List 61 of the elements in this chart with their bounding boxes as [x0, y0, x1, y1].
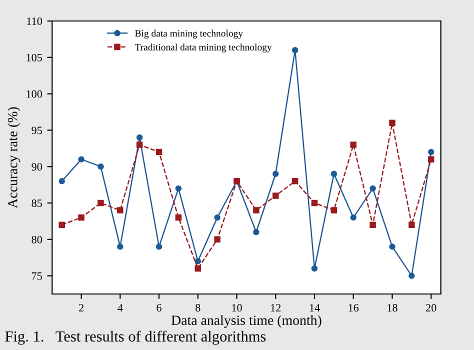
point: [428, 148, 434, 156]
point: [292, 178, 298, 184]
point: [330, 170, 338, 178]
x-tick-label: 8: [196, 304, 200, 312]
point: [389, 244, 396, 250]
point: [370, 222, 376, 228]
point: [311, 265, 318, 272]
x-tick-label: 10: [232, 304, 242, 312]
point: [292, 46, 298, 54]
point: [194, 265, 202, 272]
point: [156, 244, 162, 250]
point: [408, 222, 415, 228]
point: [408, 272, 415, 279]
y-axis-title: Accuracy rate (%): [8, 107, 20, 208]
y-tick-label: 105: [26, 54, 42, 62]
x-tick-label: 4: [118, 304, 123, 312]
legend-label: Big data mining technology: [135, 30, 243, 39]
x-tick-label: 6: [156, 304, 162, 312]
point: [58, 222, 65, 228]
y-tick-label: 100: [26, 90, 42, 98]
point: [156, 148, 162, 156]
point: [253, 228, 260, 236]
x-tick-label: 20: [426, 304, 436, 312]
point: [117, 207, 124, 214]
y-tick-label: 80: [32, 236, 42, 244]
point: [272, 170, 279, 178]
x-tick-label: 16: [348, 304, 359, 312]
x-tick-label: 2: [79, 304, 84, 312]
point: [350, 214, 356, 221]
point: [136, 134, 143, 141]
point: [98, 200, 104, 206]
caption: Fig. 1. Test results of different algorithms: [5, 330, 266, 345]
y-tick-label: 85: [32, 199, 42, 207]
point: [389, 120, 396, 126]
legend-label: Traditional data mining technology: [134, 44, 272, 52]
y-tick-label: 95: [32, 126, 42, 134]
x-axis-title: Data analysis time (month): [171, 315, 322, 328]
point: [350, 142, 356, 148]
point: [136, 142, 143, 148]
point: [311, 200, 318, 206]
y-tick-label: 75: [32, 272, 42, 280]
point: [330, 207, 338, 214]
point: [428, 156, 434, 162]
x-tick-label: 18: [388, 304, 398, 312]
point: [194, 258, 202, 264]
point: [98, 163, 104, 170]
point: [175, 185, 182, 192]
point: [117, 244, 124, 250]
point: [253, 207, 260, 214]
point: [370, 185, 376, 192]
x-tick-label: 14: [310, 304, 320, 312]
point: [78, 214, 84, 221]
point: [214, 236, 220, 243]
y-tick-label: 90: [32, 163, 42, 171]
point: [175, 214, 182, 221]
point: [272, 192, 279, 199]
y-tick-label: 110: [27, 17, 42, 25]
x-tick-label: 12: [271, 304, 281, 312]
point: [214, 214, 220, 221]
point: [58, 178, 65, 184]
point: [78, 156, 84, 162]
